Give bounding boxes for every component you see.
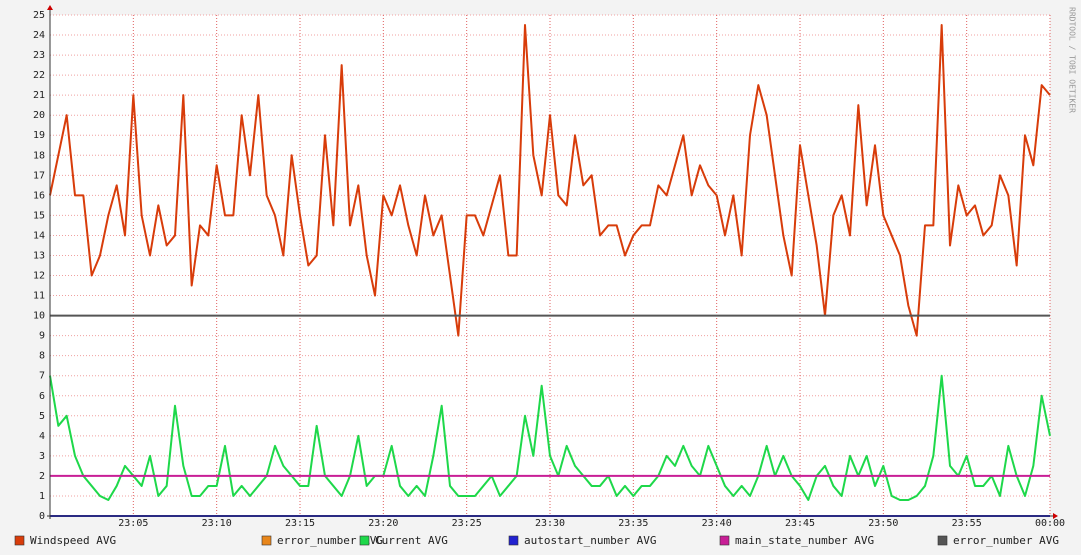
legend-swatch	[937, 535, 948, 546]
x-axis-arrow	[1053, 513, 1058, 519]
y-tick-label: 19	[33, 130, 45, 141]
series-line	[49, 24, 1051, 337]
y-tick-label: 7	[39, 371, 45, 382]
series-line	[49, 374, 1051, 501]
y-tick-label: 3	[39, 451, 45, 462]
legend-label: error_number AVG	[953, 534, 1059, 547]
legend-swatch	[14, 535, 25, 546]
x-tick-label: 23:15	[285, 518, 315, 529]
y-tick-label: 23	[33, 50, 45, 61]
y-tick-label: 25	[33, 10, 45, 21]
y-tick-label: 11	[33, 291, 45, 302]
y-tick-label: 12	[33, 271, 45, 282]
y-tick-label: 0	[39, 511, 45, 522]
y-tick-label: 13	[33, 250, 45, 261]
legend-swatch	[719, 535, 730, 546]
y-tick-label: 24	[33, 30, 45, 41]
legend-swatch	[261, 535, 272, 546]
x-tick-label: 23:10	[202, 518, 232, 529]
y-tick-label: 14	[33, 230, 45, 241]
legend-label: main_state_number AVG	[735, 534, 874, 547]
x-tick-label: 23:50	[868, 518, 898, 529]
y-tick-label: 2	[39, 471, 45, 482]
y-tick-label: 8	[39, 351, 45, 362]
y-tick-label: 20	[33, 110, 45, 121]
y-tick-label: 22	[33, 70, 45, 81]
x-tick-label: 23:55	[952, 518, 982, 529]
x-tick-label: 23:40	[702, 518, 732, 529]
y-tick-label: 10	[33, 311, 45, 322]
x-tick-label: 23:45	[785, 518, 815, 529]
legend-swatch	[508, 535, 519, 546]
y-tick-label: 18	[33, 150, 45, 161]
x-tick-label: 23:35	[618, 518, 648, 529]
legend-swatch	[359, 535, 370, 546]
y-tick-label: 9	[39, 331, 45, 342]
legend-label: Windspeed AVG	[30, 534, 116, 547]
legend-label: autostart_number AVG	[524, 534, 656, 547]
legend-label: error_number AVG	[277, 534, 383, 547]
x-tick-label: 23:25	[452, 518, 482, 529]
y-tick-label: 1	[39, 491, 45, 502]
x-tick-label: 00:00	[1035, 518, 1065, 529]
y-axis-arrow	[47, 5, 53, 10]
y-tick-label: 5	[39, 411, 45, 422]
y-tick-label: 6	[39, 391, 45, 402]
watermark: RRDTOOL / TOBI OETIKER	[1068, 7, 1077, 113]
legend-label: Current AVG	[375, 534, 448, 547]
x-tick-label: 23:20	[368, 518, 398, 529]
y-tick-label: 17	[33, 170, 45, 181]
x-tick-label: 23:30	[535, 518, 565, 529]
y-tick-label: 4	[39, 431, 45, 442]
y-tick-label: 21	[33, 90, 45, 101]
y-tick-label: 15	[33, 210, 45, 221]
x-tick-label: 23:05	[118, 518, 148, 529]
y-tick-label: 16	[33, 190, 45, 201]
